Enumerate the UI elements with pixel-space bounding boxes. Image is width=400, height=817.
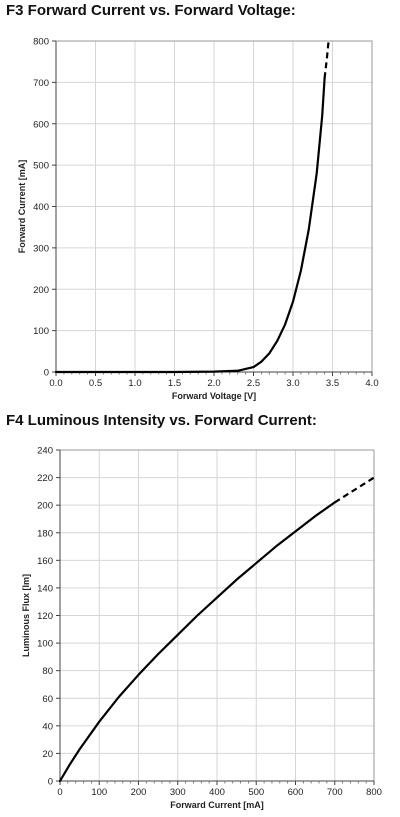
f3-y-tick-label-2: 200 [33, 285, 49, 296]
f4-series-0-dashed-line [334, 476, 375, 504]
f3-y-tick-label-7: 700 [33, 78, 49, 89]
f4-y-tick-label-4: 80 [42, 666, 53, 677]
f3-y-tick-label-0: 0 [44, 368, 49, 379]
f3-x-tick-label-5: 2.5 [247, 378, 260, 389]
f3-y-tick-label-6: 600 [33, 119, 49, 130]
f3-y-tick-label-3: 300 [33, 243, 49, 254]
f3-y-tick-label-1: 100 [33, 326, 49, 337]
chart-title-luminous-intensity: F4 Luminous Intensity vs. Forward Curren… [6, 412, 317, 429]
f3-y-tick-label-8: 800 [33, 37, 49, 48]
f4-x-tick-label-1: 100 [91, 787, 107, 798]
f4-y-tick-label-6: 120 [37, 611, 53, 622]
f3-y-axis-label: Forward Current [mA] [17, 160, 27, 254]
f3-series-0-solid-line [54, 77, 326, 374]
f4-x-tick-label-5: 500 [248, 787, 264, 798]
f3-x-tick-label-2: 1.0 [128, 378, 141, 389]
f4-y-tick-label-3: 60 [42, 694, 53, 705]
f3-x-axis-label: Forward Voltage [V] [172, 391, 256, 401]
f3-x-tick-label-3: 1.5 [168, 378, 181, 389]
f4-y-tick-label-1: 20 [42, 749, 53, 760]
forward-current-vs-voltage-chart: 0.0 0.5 1.0 1.5 2.0 2.5 3.0 3.5 4.0 0 100 200 300 400… [17, 37, 379, 402]
f4-x-tick-label-6: 600 [288, 787, 304, 798]
f3-series-0-dashed-line [323, 40, 330, 79]
f4-x-tick-label-4: 400 [209, 787, 225, 798]
f4-x-tick-label-7: 700 [327, 787, 343, 798]
f3-y-tick-label-4: 400 [33, 202, 49, 213]
chart-title-forward-current: F3 Forward Current vs. Forward Voltage: [6, 2, 296, 19]
f4-y-tick-label-11: 220 [37, 473, 53, 484]
f4-x-tick-label-0: 0 [57, 787, 62, 798]
f4-x-tick-label-3: 300 [170, 787, 186, 798]
f3-x-tick-label-8: 4.0 [365, 378, 378, 389]
f3-x-tick-label-0: 0.0 [49, 378, 62, 389]
f4-x-axis-label: Forward Current [mA] [170, 800, 264, 810]
luminous-flux-vs-current-chart: 0 100 200 300 400 500 600 700 800 0 20 40 60 80 100 120… [21, 446, 382, 811]
f4-y-axis-label: Luminous Flux [lm] [21, 574, 31, 657]
f4-y-tick-label-0: 0 [48, 777, 53, 788]
f3-x-tick-label-6: 3.0 [286, 378, 299, 389]
f4-y-tick-label-8: 160 [37, 556, 53, 567]
f4-y-tick-label-5: 100 [37, 639, 53, 650]
f4-y-tick-label-2: 40 [42, 721, 53, 732]
f4-y-tick-label-12: 240 [37, 446, 53, 457]
f4-y-tick-label-10: 200 [37, 501, 53, 512]
f4-x-tick-label-8: 800 [366, 787, 382, 798]
f4-series-0-solid-line [58, 501, 336, 783]
f4-y-tick-label-9: 180 [37, 528, 53, 539]
f4-y-tick-label-7: 140 [37, 583, 53, 594]
f3-y-tick-label-5: 500 [33, 161, 49, 172]
f3-x-tick-label-7: 3.5 [326, 378, 339, 389]
f3-x-tick-label-4: 2.0 [207, 378, 220, 389]
f3-x-tick-label-1: 0.5 [89, 378, 102, 389]
f4-x-tick-label-2: 200 [131, 787, 147, 798]
